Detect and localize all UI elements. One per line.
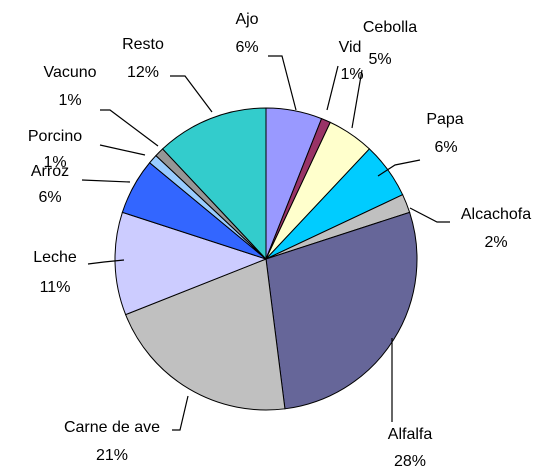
slice-percent: 11% — [40, 279, 71, 296]
slice-percent: 6% — [434, 139, 457, 156]
slice-percent: 12% — [127, 64, 159, 81]
slice-label: Cebolla — [363, 19, 417, 36]
slice-percent: 6% — [235, 39, 258, 56]
leader-line — [81, 179, 131, 183]
slice-percent: 5% — [368, 51, 391, 68]
slice-label: Alcachofa — [461, 206, 531, 223]
leader-line — [377, 159, 421, 177]
leader-line — [409, 207, 450, 223]
leader-line — [87, 259, 125, 265]
pie-slice — [114, 211, 268, 316]
leader-line — [170, 75, 213, 113]
pie-slice — [124, 258, 286, 411]
leader-line — [172, 395, 189, 431]
leader-line — [99, 144, 146, 156]
slice-label: Vacuno — [43, 64, 96, 81]
slice-percent: 1% — [43, 154, 66, 171]
slice-label: Leche — [33, 249, 77, 266]
pie-slice — [161, 107, 267, 261]
slice-percent: 1% — [340, 66, 363, 83]
leader-line — [100, 109, 159, 147]
slice-percent: 21% — [96, 447, 128, 464]
slice-label: Papa — [426, 111, 463, 128]
slice-percent: 1% — [58, 92, 81, 109]
slice-percent: 6% — [38, 189, 61, 206]
slice-label: Carne de ave — [64, 419, 160, 436]
slice-label: Arroz — [31, 163, 69, 180]
slice-percent: 28% — [394, 453, 426, 470]
slice-label: Ajo — [235, 11, 258, 28]
pie-slice — [265, 211, 418, 410]
slice-label: Resto — [122, 36, 164, 53]
slice-percent: 2% — [484, 234, 507, 251]
slice-label: Vid — [339, 39, 362, 56]
slice-label: Porcino — [28, 128, 82, 145]
leader-line — [351, 69, 363, 129]
leader-line — [268, 55, 297, 111]
leader-line — [326, 65, 339, 111]
slice-label: Alfalfa — [388, 426, 433, 443]
